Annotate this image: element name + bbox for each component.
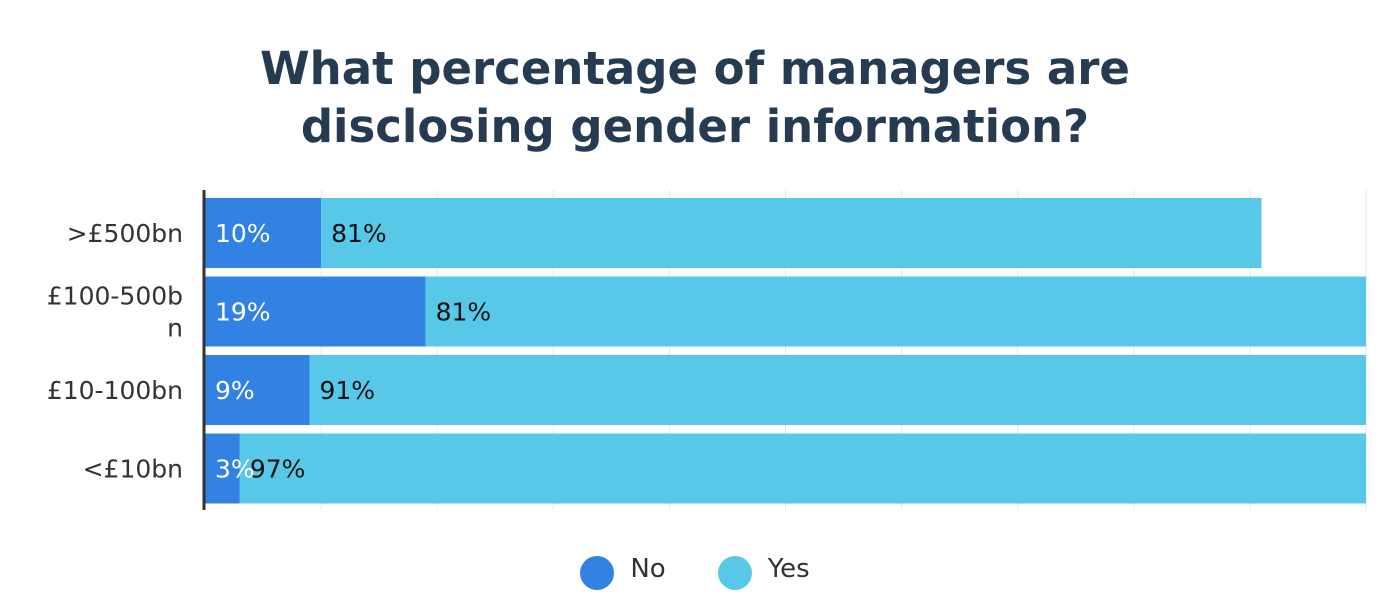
data-label-yes-2: 91% [319, 376, 375, 405]
data-label-yes-3: 97% [250, 455, 306, 484]
legend-swatch-no [580, 556, 615, 590]
data-labels: 10% 81% 19% 81% 9% 91% 3%97% [215, 219, 491, 484]
chart-title: What percentage of managers are disclosi… [0, 40, 1390, 156]
legend-item-no[interactable]: No [580, 548, 666, 590]
category-label-line: £10-100bn [47, 376, 183, 405]
data-label-no-3: 3% [215, 455, 255, 484]
category-label-1: £100-500b n [47, 282, 183, 343]
bar-no-2[interactable] [205, 355, 310, 425]
legend-label-yes: Yes [767, 554, 810, 584]
bar-no-0[interactable] [205, 198, 322, 268]
bar-chart: 10% 81% 19% 81% 9% 91% 3%97% >£500bn £100-500b n… [47, 190, 1367, 510]
data-label-no-2: 9% [215, 376, 255, 405]
category-label-0: >£500bn [67, 219, 183, 248]
category-label-line: <£10bn [83, 455, 183, 484]
legend-item-yes[interactable]: Yes [717, 548, 810, 590]
category-label-line: >£500bn [67, 219, 183, 248]
category-label-line: £100-500b [47, 282, 183, 311]
bar-yes-3[interactable] [239, 433, 1367, 504]
chart-title-line-1: What percentage of managers are [260, 42, 1130, 95]
bar-yes-0[interactable] [321, 198, 1262, 268]
category-label-line: n [167, 314, 183, 343]
data-label-no-0: 10% [215, 219, 271, 248]
bar-no-3[interactable] [205, 433, 240, 504]
legend: No Yes [0, 548, 1390, 590]
category-labels: >£500bn £100-500b n £10-100bn <£10bn [47, 219, 183, 484]
legend-swatch-yes [717, 556, 752, 590]
bar-yes-1[interactable] [425, 276, 1367, 347]
data-label-no-1: 19% [215, 298, 271, 327]
bars [205, 198, 1367, 504]
chart-title-line-2: disclosing gender information? [300, 100, 1090, 153]
category-label-3: <£10bn [83, 455, 183, 484]
category-label-2: £10-100bn [47, 376, 183, 405]
data-label-yes-1: 81% [436, 298, 492, 327]
legend-label-no: No [630, 554, 666, 584]
bar-yes-2[interactable] [309, 355, 1366, 425]
data-label-yes-0: 81% [331, 219, 387, 248]
bar-no-1[interactable] [205, 276, 426, 347]
